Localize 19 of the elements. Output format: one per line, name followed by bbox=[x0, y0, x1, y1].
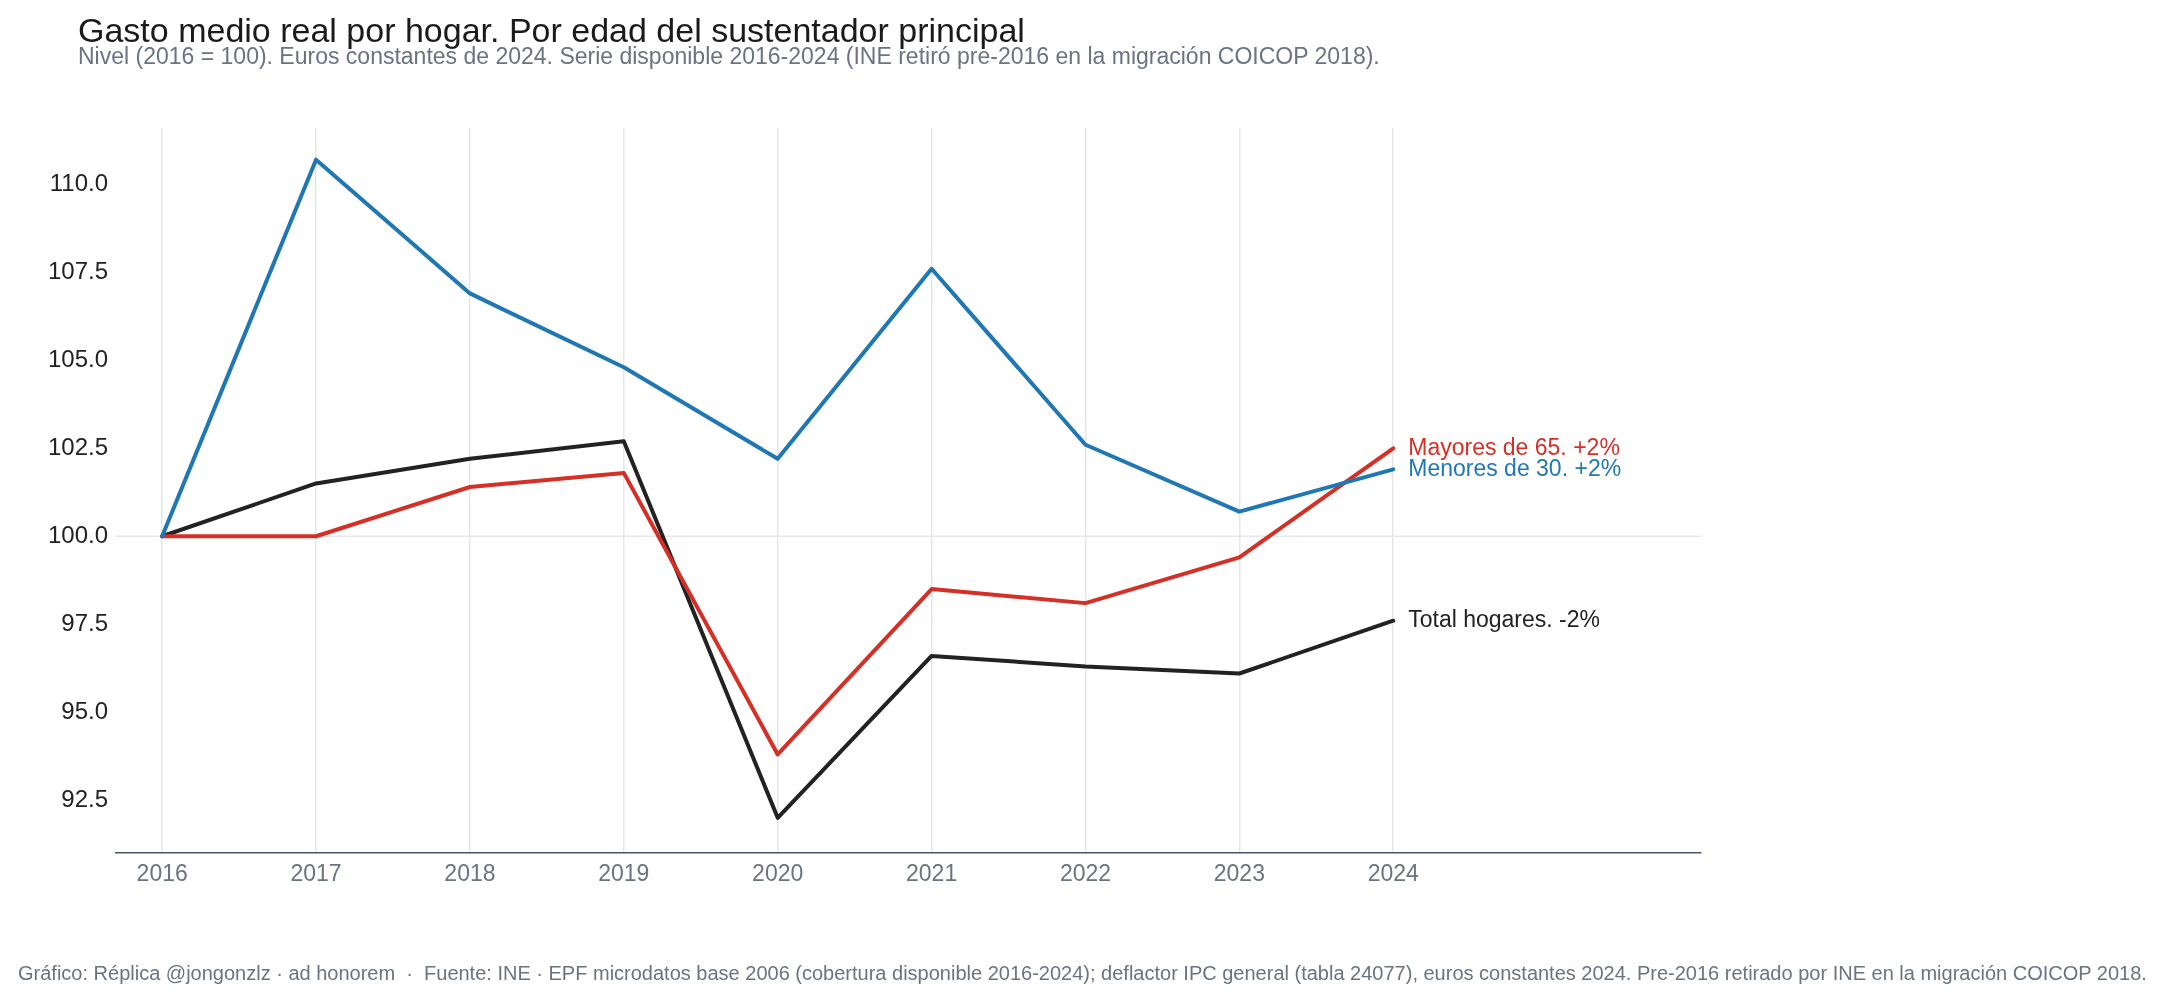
x-tick-label: 2022 bbox=[1059, 860, 1112, 887]
series-label: Total hogares. -2% bbox=[1408, 606, 1601, 633]
x-tick-label: 2020 bbox=[752, 860, 804, 887]
text: Gráfico: Réplica @jongonzlz · ad honorem · Fuente: INE · EPF microdatos base 2006 (cobertura disponible 2016-2024); deflactor IPC general (tabla 24077), euros constantes 2024. Pre-2016 retirado por INE en la migración COICOP 2018. bbox=[18, 962, 2147, 984]
x-tick-label: 2017 bbox=[290, 860, 342, 887]
x-tick-label: 2018 bbox=[444, 860, 496, 887]
y-tick-label: 100.0 bbox=[47, 520, 108, 548]
x-tick-label: 2024 bbox=[1367, 860, 1420, 887]
x-tick-label: 2019 bbox=[598, 860, 650, 887]
x-tick-label: 2016 bbox=[136, 860, 188, 887]
y-tick-label: 97.5 bbox=[61, 608, 108, 636]
y-tick-label: 95.0 bbox=[61, 696, 108, 724]
y-tick-label: 107.5 bbox=[47, 256, 108, 284]
y-tick-label: 102.5 bbox=[47, 432, 108, 460]
y-tick-label: 105.0 bbox=[47, 344, 108, 372]
y-tick-label: 92.5 bbox=[61, 784, 108, 812]
x-tick-label: 2023 bbox=[1213, 860, 1265, 887]
x-tick-label: 2021 bbox=[906, 860, 958, 887]
y-tick-label: 110.0 bbox=[49, 168, 108, 196]
